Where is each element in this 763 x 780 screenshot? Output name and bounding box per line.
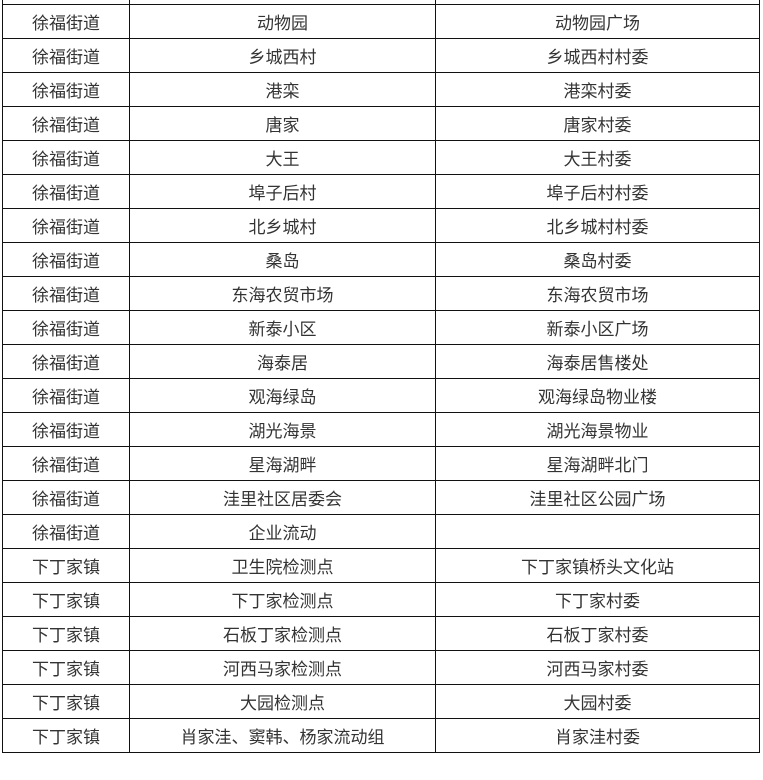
- street-cell: 下丁家镇: [2, 548, 130, 583]
- site-cell: 石板丁家检测点: [129, 616, 436, 651]
- street-cell: 徐福街道: [2, 378, 130, 413]
- street-cell: 徐福街道: [2, 140, 130, 175]
- location-cell: 唐家村委: [435, 106, 760, 141]
- location-cell: 新泰小区广场: [435, 310, 760, 345]
- table-row: 下丁家镇 大园检测点 大园村委: [2, 684, 760, 719]
- street-cell: 下丁家镇: [2, 718, 130, 753]
- location-cell: 埠子后村村委: [435, 174, 760, 209]
- location-cell: 湖光海景物业: [435, 412, 760, 447]
- table-row: 徐福街道 海泰居 海泰居售楼处: [2, 344, 760, 379]
- location-cell: 东海农贸市场: [435, 276, 760, 311]
- location-cell: 海泰居售楼处: [435, 344, 760, 379]
- site-cell: 企业流动: [129, 514, 436, 549]
- street-cell: 徐福街道: [2, 412, 130, 447]
- site-cell: 新泰小区: [129, 310, 436, 345]
- testing-sites-table: 徐福街道 动物园 动物园广场 徐福街道 乡城西村 乡城西村村委 徐福街道 港栾 港栾村委 徐福街道…: [2, 0, 760, 753]
- table-row: 徐福街道 企业流动: [2, 514, 760, 549]
- street-cell: 徐福街道: [2, 242, 130, 277]
- table-row: 下丁家镇 下丁家检测点 下丁家村委: [2, 582, 760, 617]
- table-row: 徐福街道 大王 大王村委: [2, 140, 760, 175]
- street-cell: 徐福街道: [2, 276, 130, 311]
- table-row: 下丁家镇 卫生院检测点 下丁家镇桥头文化站: [2, 548, 760, 583]
- site-cell: 肖家洼、窦韩、杨家流动组: [129, 718, 436, 753]
- table-row: 徐福街道 桑岛 桑岛村委: [2, 242, 760, 277]
- site-cell: 东海农贸市场: [129, 276, 436, 311]
- table-row: 徐福街道 乡城西村 乡城西村村委: [2, 38, 760, 73]
- site-cell: 洼里社区居委会: [129, 480, 436, 515]
- street-cell: 徐福街道: [2, 106, 130, 141]
- street-cell: 徐福街道: [2, 480, 130, 515]
- table-row: 徐福街道 星海湖畔 星海湖畔北门: [2, 446, 760, 481]
- site-cell: 埠子后村: [129, 174, 436, 209]
- table-row: 徐福街道 观海绿岛 观海绿岛物业楼: [2, 378, 760, 413]
- location-cell: 星海湖畔北门: [435, 446, 760, 481]
- table-row: 徐福街道 北乡城村 北乡城村村委: [2, 208, 760, 243]
- location-cell: 下丁家村委: [435, 582, 760, 617]
- street-cell: 徐福街道: [2, 72, 130, 107]
- street-cell: 下丁家镇: [2, 616, 130, 651]
- site-cell: 动物园: [129, 4, 436, 39]
- table-row: 徐福街道 东海农贸市场 东海农贸市场: [2, 276, 760, 311]
- site-cell: 卫生院检测点: [129, 548, 436, 583]
- street-cell: 徐福街道: [2, 310, 130, 345]
- location-cell: 大王村委: [435, 140, 760, 175]
- location-cell: 下丁家镇桥头文化站: [435, 548, 760, 583]
- street-cell: 徐福街道: [2, 4, 130, 39]
- table-row: 徐福街道 湖光海景 湖光海景物业: [2, 412, 760, 447]
- table-row: 徐福街道 港栾 港栾村委: [2, 72, 760, 107]
- site-cell: 唐家: [129, 106, 436, 141]
- location-cell: 动物园广场: [435, 4, 760, 39]
- site-cell: 港栾: [129, 72, 436, 107]
- location-cell: 观海绿岛物业楼: [435, 378, 760, 413]
- location-cell: 大园村委: [435, 684, 760, 719]
- site-cell: 大园检测点: [129, 684, 436, 719]
- site-cell: 大王: [129, 140, 436, 175]
- table-row: 徐福街道 洼里社区居委会 洼里社区公园广场: [2, 480, 760, 515]
- street-cell: 徐福街道: [2, 344, 130, 379]
- location-cell: 洼里社区公园广场: [435, 480, 760, 515]
- site-cell: 乡城西村: [129, 38, 436, 73]
- street-cell: 徐福街道: [2, 446, 130, 481]
- site-cell: 湖光海景: [129, 412, 436, 447]
- site-cell: 下丁家检测点: [129, 582, 436, 617]
- table-row: 徐福街道 新泰小区 新泰小区广场: [2, 310, 760, 345]
- site-cell: 北乡城村: [129, 208, 436, 243]
- location-cell: 桑岛村委: [435, 242, 760, 277]
- site-cell: 河西马家检测点: [129, 650, 436, 685]
- street-cell: 徐福街道: [2, 38, 130, 73]
- street-cell: 徐福街道: [2, 514, 130, 549]
- street-cell: 下丁家镇: [2, 684, 130, 719]
- street-cell: 徐福街道: [2, 208, 130, 243]
- location-cell: 港栾村委: [435, 72, 760, 107]
- street-cell: 下丁家镇: [2, 582, 130, 617]
- street-cell: 下丁家镇: [2, 650, 130, 685]
- site-cell: 桑岛: [129, 242, 436, 277]
- location-cell: 石板丁家村委: [435, 616, 760, 651]
- table-row: 徐福街道 动物园 动物园广场: [2, 4, 760, 39]
- location-cell: 河西马家村委: [435, 650, 760, 685]
- table-row: 下丁家镇 石板丁家检测点 石板丁家村委: [2, 616, 760, 651]
- site-cell: 观海绿岛: [129, 378, 436, 413]
- table-row: 徐福街道 埠子后村 埠子后村村委: [2, 174, 760, 209]
- table-row: 徐福街道 唐家 唐家村委: [2, 106, 760, 141]
- location-cell: 肖家洼村委: [435, 718, 760, 753]
- location-cell: 北乡城村村委: [435, 208, 760, 243]
- table-row: 下丁家镇 河西马家检测点 河西马家村委: [2, 650, 760, 685]
- location-cell: [435, 514, 760, 549]
- site-cell: 星海湖畔: [129, 446, 436, 481]
- site-cell: 海泰居: [129, 344, 436, 379]
- location-cell: 乡城西村村委: [435, 38, 760, 73]
- table-row: 下丁家镇 肖家洼、窦韩、杨家流动组 肖家洼村委: [2, 718, 760, 753]
- street-cell: 徐福街道: [2, 174, 130, 209]
